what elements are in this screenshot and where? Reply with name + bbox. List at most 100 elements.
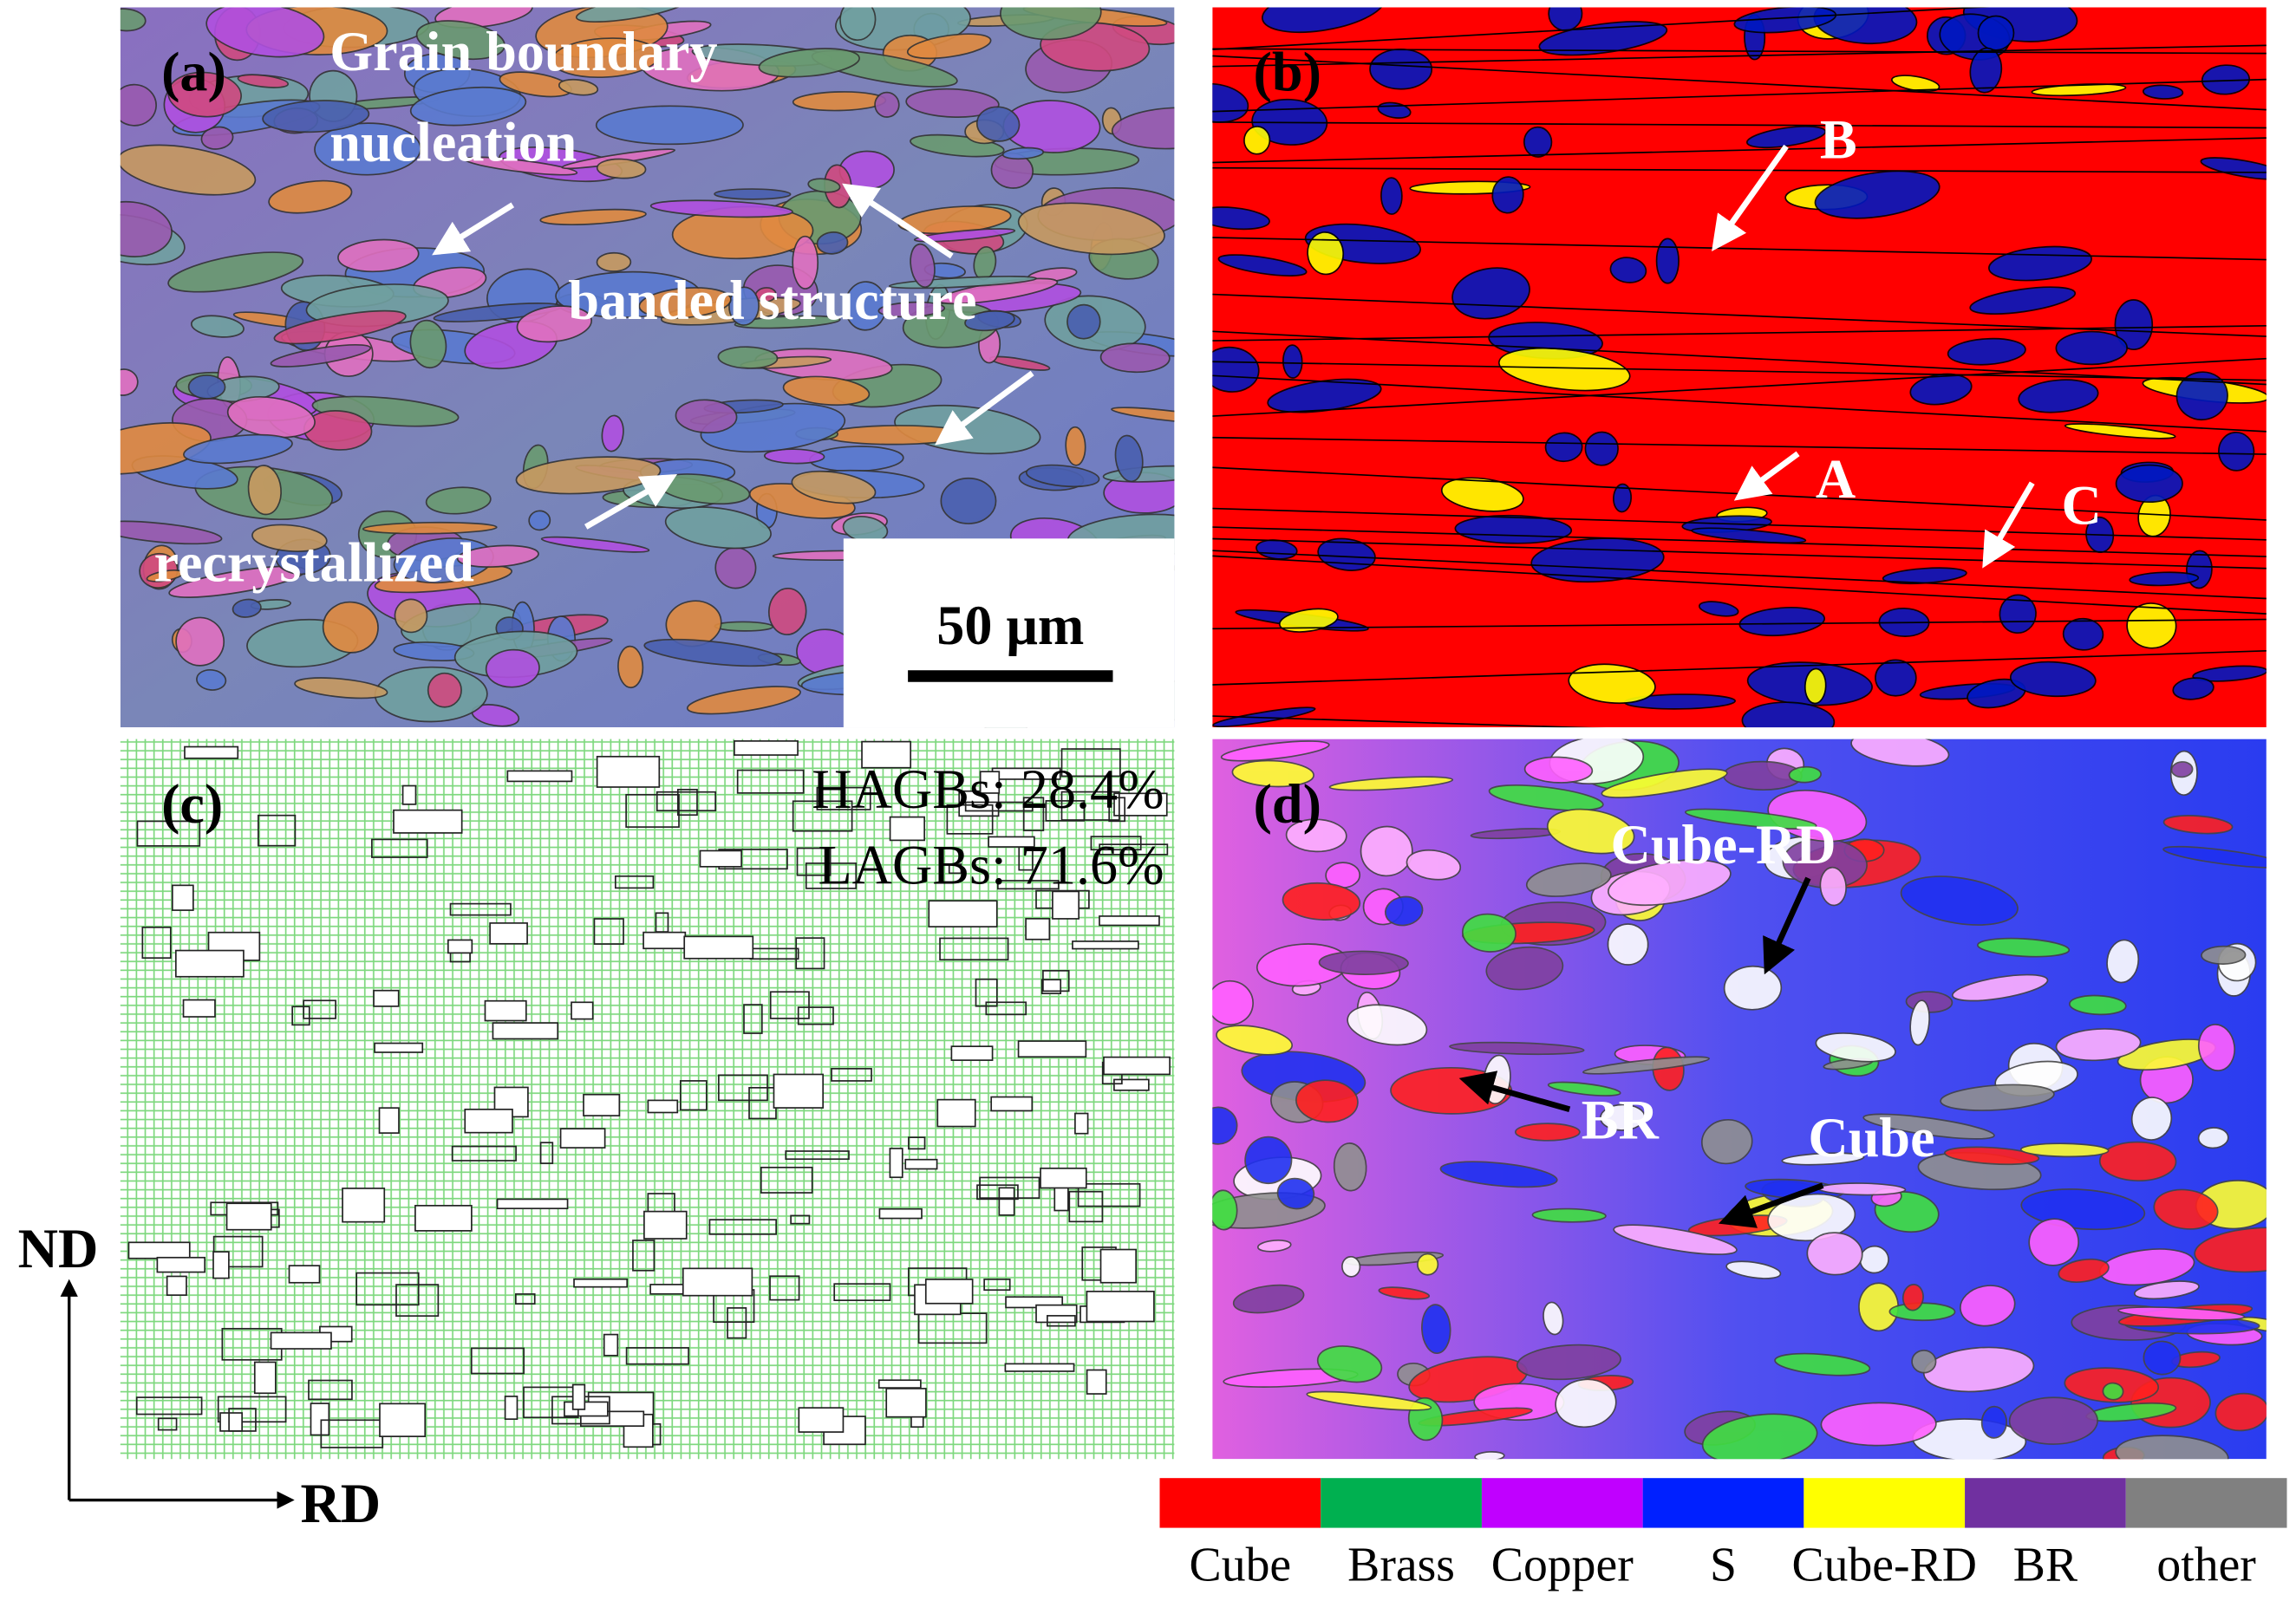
grain-outline bbox=[1025, 917, 1051, 940]
annotation: Cube bbox=[1808, 1107, 1934, 1168]
grain bbox=[434, 7, 533, 29]
grain bbox=[2018, 379, 2099, 413]
grain bbox=[2130, 1097, 2173, 1141]
grain bbox=[1781, 1152, 1865, 1166]
grain bbox=[601, 414, 624, 452]
grain bbox=[1212, 82, 1249, 123]
annotation: HAGBs: 28.4% bbox=[812, 758, 1164, 820]
arrow bbox=[432, 202, 515, 256]
grain bbox=[1440, 477, 1524, 512]
grain bbox=[187, 374, 226, 400]
grain-outline bbox=[1099, 1248, 1137, 1284]
grain bbox=[1001, 146, 1045, 160]
grain bbox=[2114, 299, 2154, 351]
grain-outline bbox=[571, 1383, 586, 1410]
boundary bbox=[1212, 166, 2267, 173]
grain-outline bbox=[976, 1184, 1019, 1201]
grain-outline bbox=[1040, 1167, 1087, 1189]
grain-outline bbox=[736, 769, 805, 794]
grain bbox=[1417, 1253, 1439, 1276]
grain bbox=[2200, 157, 2267, 180]
panel-a-map bbox=[120, 7, 1175, 728]
grain bbox=[1439, 1161, 1558, 1188]
grain bbox=[714, 188, 792, 200]
grain bbox=[675, 399, 738, 433]
legend-swatch bbox=[1965, 1478, 2126, 1528]
grain bbox=[1862, 1113, 1995, 1140]
grain-outline bbox=[785, 1150, 850, 1161]
panel-label: (b) bbox=[1254, 42, 1321, 103]
grain-outline bbox=[656, 791, 716, 812]
grain bbox=[394, 598, 428, 634]
scale-box bbox=[843, 538, 1175, 728]
annotation: BR bbox=[1582, 1089, 1660, 1150]
grain bbox=[2197, 1024, 2236, 1071]
grain-outline bbox=[889, 816, 925, 842]
grain bbox=[2064, 423, 2176, 439]
legend-label: BR bbox=[2013, 1538, 2078, 1591]
grain-outline bbox=[157, 1417, 178, 1431]
grain bbox=[205, 7, 325, 58]
grain-outline bbox=[1108, 797, 1126, 823]
legend-swatch bbox=[1481, 1478, 1643, 1528]
grain bbox=[1307, 231, 1345, 276]
grain-outline bbox=[393, 809, 463, 834]
grain bbox=[1599, 1103, 1646, 1131]
grain bbox=[638, 287, 732, 319]
grain bbox=[1212, 979, 1254, 1025]
boundary bbox=[1212, 293, 2267, 337]
grain bbox=[120, 368, 139, 396]
grain bbox=[1380, 177, 1403, 215]
grain bbox=[1746, 125, 1827, 149]
grain bbox=[1607, 923, 1649, 966]
grain bbox=[273, 309, 407, 345]
grain bbox=[2153, 1188, 2219, 1230]
grain-outline bbox=[373, 989, 400, 1007]
grain-outline bbox=[795, 937, 825, 970]
grain bbox=[120, 144, 257, 196]
grain-outline bbox=[743, 1004, 763, 1034]
grain bbox=[362, 521, 498, 535]
grain-outline bbox=[1060, 748, 1121, 778]
grain-outline bbox=[769, 1275, 800, 1301]
grain bbox=[409, 86, 527, 127]
grain-outline bbox=[291, 1006, 310, 1026]
grain bbox=[2162, 815, 2234, 835]
grain bbox=[1491, 176, 1524, 214]
grain bbox=[2115, 1435, 2229, 1460]
grain-outline bbox=[573, 1278, 629, 1288]
grain-outline bbox=[1086, 1291, 1155, 1323]
boundary bbox=[1212, 330, 2267, 386]
grain bbox=[2197, 1127, 2229, 1149]
grain-outline bbox=[492, 1022, 559, 1040]
grain-outline bbox=[997, 880, 1060, 890]
grain bbox=[247, 465, 282, 516]
grain bbox=[1546, 808, 1635, 855]
grain-outline bbox=[773, 1073, 825, 1109]
grain bbox=[120, 422, 212, 475]
grain-outline bbox=[1004, 1363, 1075, 1372]
boundary bbox=[1212, 44, 2267, 68]
grain-outline bbox=[682, 1267, 753, 1297]
grain bbox=[515, 456, 662, 495]
grain bbox=[183, 433, 293, 465]
grain bbox=[758, 48, 860, 78]
grain bbox=[1969, 47, 2003, 94]
grain-outline bbox=[946, 804, 994, 835]
grain-outline bbox=[816, 786, 871, 810]
grain bbox=[1065, 426, 1086, 466]
grain bbox=[906, 33, 992, 60]
grain bbox=[1725, 1260, 1782, 1279]
grain bbox=[816, 231, 849, 255]
grain-outline bbox=[1060, 791, 1120, 821]
grain bbox=[1461, 913, 1517, 953]
grain bbox=[1850, 739, 1950, 767]
grain-outline bbox=[496, 1198, 569, 1210]
grain-outline bbox=[614, 875, 655, 889]
panel-c-map bbox=[120, 739, 1175, 1460]
grain bbox=[1025, 464, 1100, 488]
grain-outline bbox=[642, 931, 687, 950]
grain-outline bbox=[1035, 1304, 1078, 1324]
annotation: Grain boundary bbox=[329, 21, 717, 82]
